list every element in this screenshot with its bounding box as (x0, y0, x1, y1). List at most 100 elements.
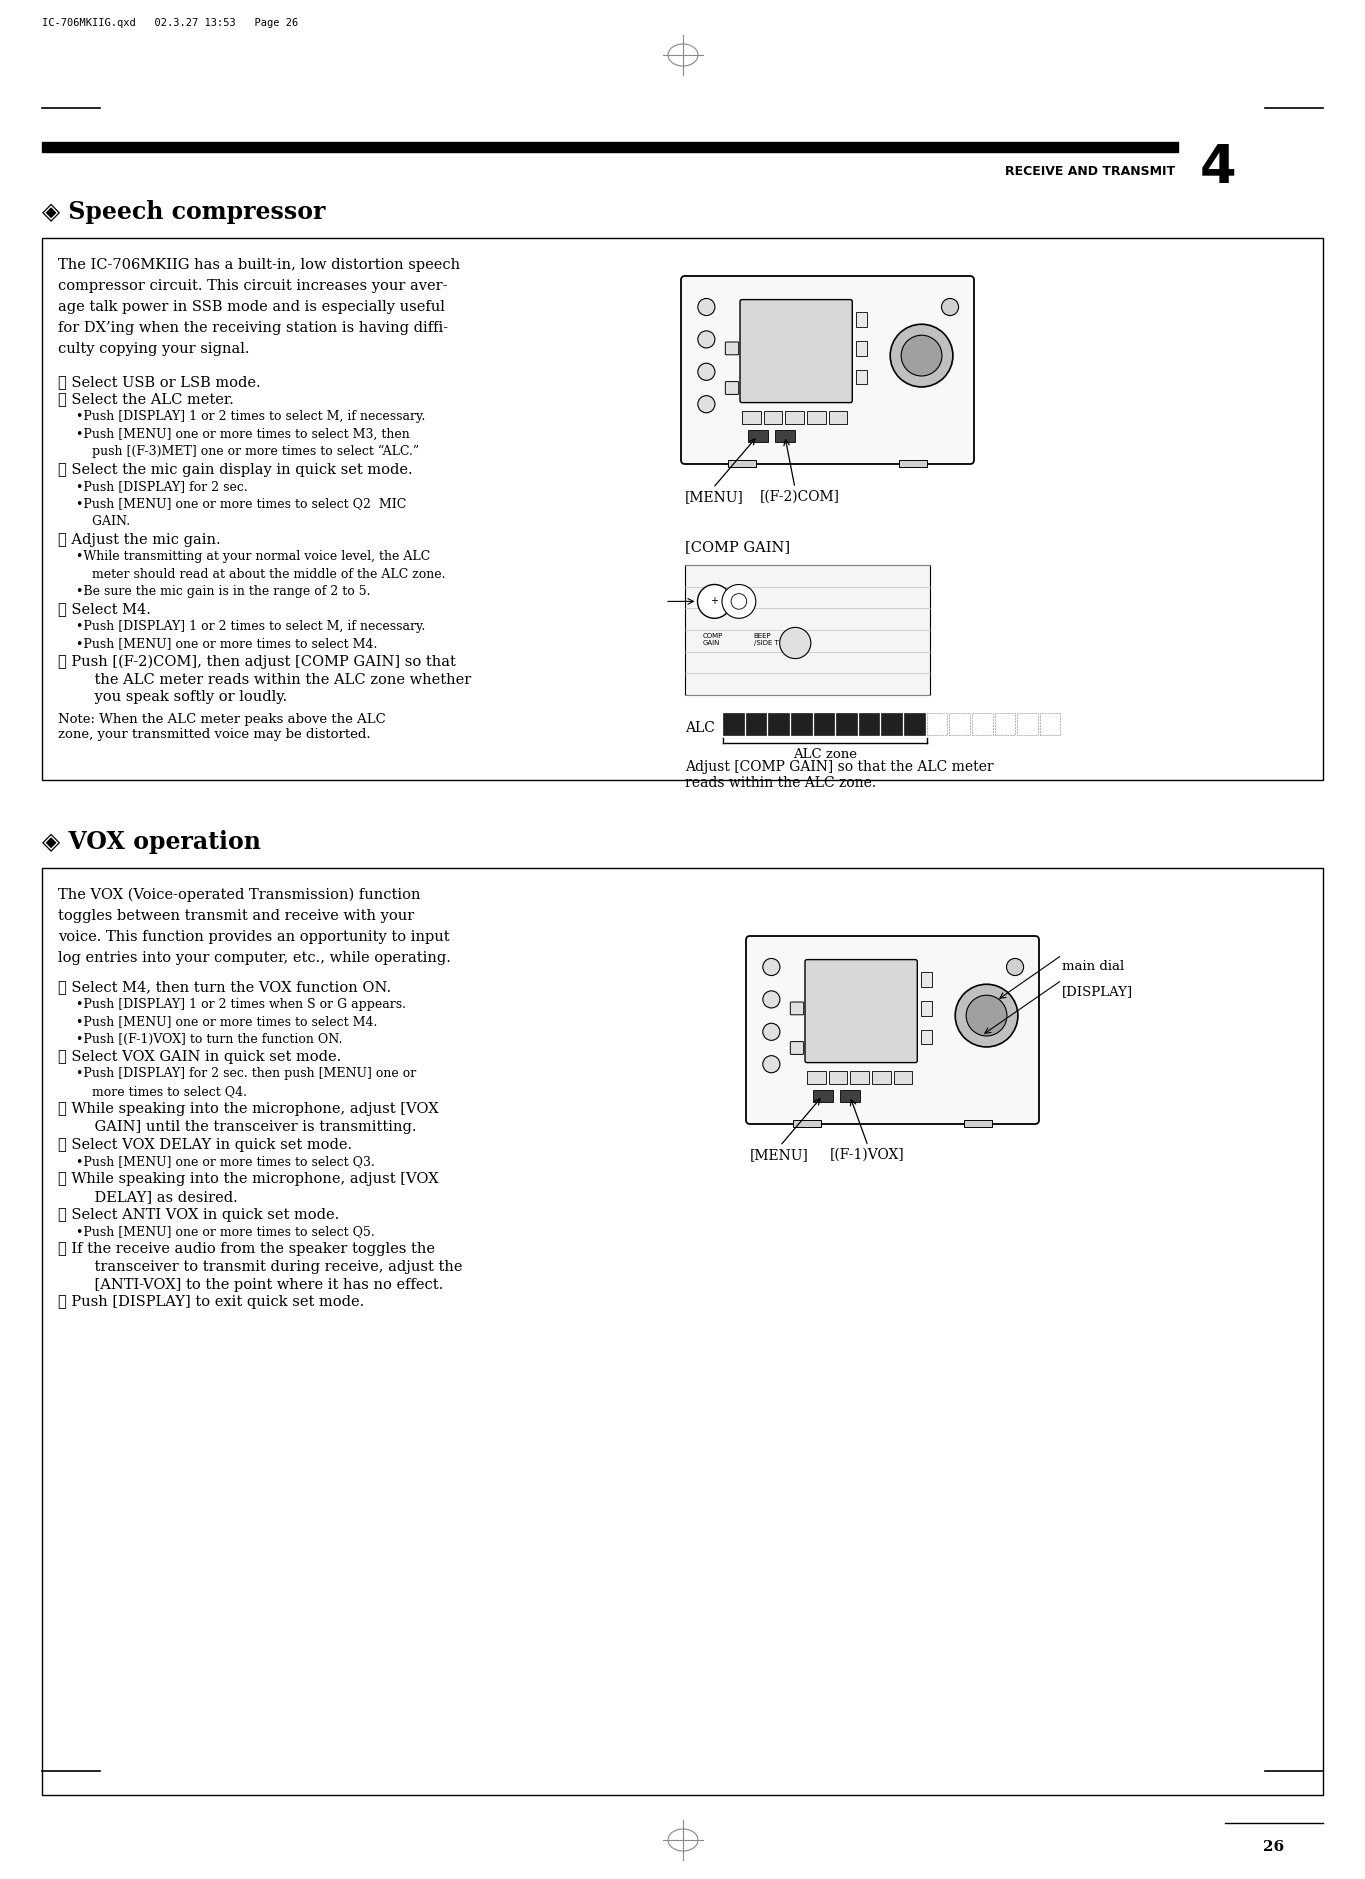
Bar (850, 1071, 870, 1084)
Text: culty copying your signal.: culty copying your signal. (57, 342, 250, 355)
Bar (763, 412, 782, 425)
Text: •Push [MENU] one or more times to select M4.: •Push [MENU] one or more times to select… (76, 637, 377, 650)
Text: [(F-1)VOX]: [(F-1)VOX] (830, 1148, 905, 1161)
Text: The IC-706MKIIG has a built-in, low distortion speech: The IC-706MKIIG has a built-in, low dist… (57, 257, 460, 272)
Text: [MENU]: [MENU] (685, 490, 744, 504)
Text: ④ Adjust the mic gain.: ④ Adjust the mic gain. (57, 532, 221, 547)
Text: •Be sure the mic gain is in the range of 2 to 5.: •Be sure the mic gain is in the range of… (76, 584, 370, 598)
Bar (1017, 712, 1037, 735)
Bar (748, 430, 767, 442)
Text: IC-706MKIIG.qxd   02.3.27 13:53   Page 26: IC-706MKIIG.qxd 02.3.27 13:53 Page 26 (42, 19, 298, 28)
Circle shape (890, 325, 953, 387)
Bar (904, 712, 924, 735)
Circle shape (698, 396, 715, 413)
Text: ② Select the ALC meter.: ② Select the ALC meter. (57, 393, 233, 406)
Bar (685, 566, 930, 695)
FancyBboxPatch shape (725, 381, 738, 395)
Text: COMP
GAIN: COMP GAIN (702, 633, 722, 646)
Text: ① Select USB or LSB mode.: ① Select USB or LSB mode. (57, 376, 261, 389)
Text: •Push [DISPLAY] 1 or 2 times when S or G appears.: •Push [DISPLAY] 1 or 2 times when S or G… (76, 998, 405, 1011)
Text: ALC zone: ALC zone (793, 748, 857, 761)
FancyBboxPatch shape (725, 342, 738, 355)
Text: ⑧ Push [DISPLAY] to exit quick set mode.: ⑧ Push [DISPLAY] to exit quick set mode. (57, 1295, 364, 1310)
Bar (814, 712, 834, 735)
Text: •Push [DISPLAY] for 2 sec. then push [MENU] one or: •Push [DISPLAY] for 2 sec. then push [ME… (76, 1067, 416, 1080)
Bar (898, 460, 927, 468)
Circle shape (732, 594, 747, 609)
Circle shape (763, 958, 779, 975)
FancyBboxPatch shape (790, 1002, 804, 1015)
Text: [COMP GAIN]: [COMP GAIN] (685, 539, 790, 554)
Bar (856, 370, 867, 385)
Text: ① Select M4, then turn the VOX function ON.: ① Select M4, then turn the VOX function … (57, 981, 392, 994)
Bar (921, 1002, 932, 1017)
FancyBboxPatch shape (681, 276, 975, 464)
Circle shape (779, 628, 811, 660)
Bar (807, 412, 826, 425)
Text: [MENU]: [MENU] (749, 1148, 809, 1161)
Text: ◈ VOX operation: ◈ VOX operation (42, 831, 261, 853)
Circle shape (966, 996, 1007, 1035)
Bar (837, 712, 857, 735)
Text: ④ Select VOX DELAY in quick set mode.: ④ Select VOX DELAY in quick set mode. (57, 1137, 352, 1152)
Text: ③ Select the mic gain display in quick set mode.: ③ Select the mic gain display in quick s… (57, 462, 412, 477)
Circle shape (955, 985, 1018, 1047)
Text: compressor circuit. This circuit increases your aver-: compressor circuit. This circuit increas… (57, 278, 448, 293)
Text: ③ While speaking into the microphone, adjust [VOX: ③ While speaking into the microphone, ad… (57, 1103, 438, 1116)
Bar (964, 1120, 992, 1127)
Bar (829, 412, 848, 425)
Bar (882, 712, 902, 735)
Text: The VOX (Voice-operated Transmission) function: The VOX (Voice-operated Transmission) fu… (57, 889, 420, 902)
Bar (790, 712, 812, 735)
Text: for DX’ing when the receiving station is having diffi-: for DX’ing when the receiving station is… (57, 321, 448, 334)
Text: main dial: main dial (1062, 960, 1125, 973)
Text: [(F-2)COM]: [(F-2)COM] (760, 490, 839, 504)
Text: meter should read at about the middle of the ALC zone.: meter should read at about the middle of… (85, 567, 445, 581)
Circle shape (901, 334, 942, 376)
Bar (894, 1071, 912, 1084)
Text: •Push [DISPLAY] for 2 sec.: •Push [DISPLAY] for 2 sec. (76, 479, 248, 492)
Bar (949, 712, 971, 735)
Bar (728, 460, 756, 468)
Bar (872, 1071, 890, 1084)
Circle shape (698, 299, 715, 316)
Text: more times to select Q4.: more times to select Q4. (85, 1084, 247, 1097)
Text: +: + (710, 596, 718, 607)
Bar (42, 239, 1323, 780)
Circle shape (698, 363, 715, 380)
Bar (856, 312, 867, 327)
Circle shape (942, 299, 958, 316)
Text: voice. This function provides an opportunity to input: voice. This function provides an opportu… (57, 930, 449, 943)
Text: [ANTI-VOX] to the point where it has no effect.: [ANTI-VOX] to the point where it has no … (76, 1278, 444, 1291)
Text: •Push [MENU] one or more times to select Q3.: •Push [MENU] one or more times to select… (76, 1156, 375, 1169)
Bar (859, 712, 879, 735)
Text: transceiver to transmit during receive, adjust the: transceiver to transmit during receive, … (76, 1261, 463, 1274)
Text: ⑦ If the receive audio from the speaker toggles the: ⑦ If the receive audio from the speaker … (57, 1242, 435, 1257)
Text: toggles between transmit and receive with your: toggles between transmit and receive wit… (57, 909, 414, 923)
Bar (856, 342, 867, 355)
Circle shape (763, 1024, 779, 1041)
Bar (995, 712, 1016, 735)
Bar (743, 412, 760, 425)
Text: BEEP
/SIDE T: BEEP /SIDE T (753, 633, 778, 646)
Text: age talk power in SSB mode and is especially useful: age talk power in SSB mode and is especi… (57, 301, 445, 314)
Text: ◈ Speech compressor: ◈ Speech compressor (42, 199, 325, 224)
Bar (807, 1071, 826, 1084)
Text: ALC: ALC (685, 722, 715, 735)
Bar (829, 1071, 848, 1084)
Circle shape (722, 584, 756, 618)
Text: ⑥ Select ANTI VOX in quick set mode.: ⑥ Select ANTI VOX in quick set mode. (57, 1208, 340, 1221)
Text: ⑤ While speaking into the microphone, adjust [VOX: ⑤ While speaking into the microphone, ad… (57, 1172, 438, 1186)
Text: the ALC meter reads within the ALC zone whether: the ALC meter reads within the ALC zone … (76, 673, 471, 686)
Text: •Push [(F-1)VOX] to turn the function ON.: •Push [(F-1)VOX] to turn the function ON… (76, 1032, 343, 1045)
Bar (775, 430, 794, 442)
Bar (785, 412, 804, 425)
Text: •Push [DISPLAY] 1 or 2 times to select M, if necessary.: •Push [DISPLAY] 1 or 2 times to select M… (76, 410, 426, 423)
Text: DELAY] as desired.: DELAY] as desired. (76, 1189, 238, 1204)
Text: ⑤ Select M4.: ⑤ Select M4. (57, 603, 152, 616)
Text: •Push [MENU] one or more times to select M4.: •Push [MENU] one or more times to select… (76, 1015, 377, 1028)
Bar (745, 712, 766, 735)
Bar (839, 1090, 860, 1101)
Text: GAIN.: GAIN. (85, 515, 130, 528)
FancyBboxPatch shape (747, 936, 1039, 1124)
